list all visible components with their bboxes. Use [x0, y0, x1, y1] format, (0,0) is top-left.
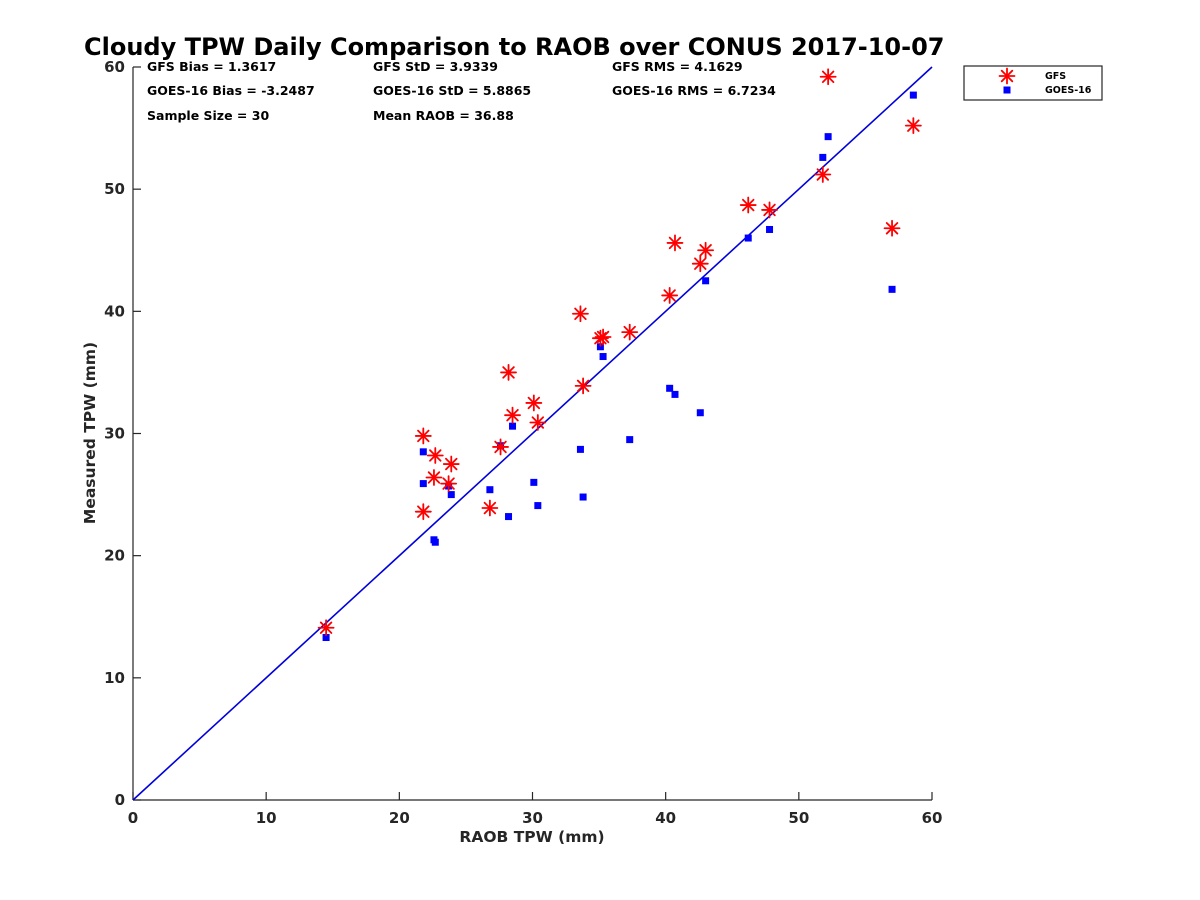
goes16-point	[702, 277, 710, 285]
gfs-point	[504, 406, 521, 424]
x-axis-label: RAOB TPW (mm)	[459, 828, 604, 846]
y-tick-label: 20	[104, 547, 125, 565]
legend-label-gfs: GFS	[1045, 71, 1066, 82]
gfs-point	[761, 201, 778, 219]
gfs-point	[425, 469, 443, 486]
stat-goes-bias: GOES-16 Bias = -3.2487	[147, 83, 315, 98]
gfs-point	[481, 499, 499, 517]
goes16-point	[766, 225, 774, 233]
goes16-point	[534, 502, 542, 510]
gfs-point	[574, 377, 592, 395]
goes16-point	[419, 480, 427, 488]
y-ticks: 0 10 20 30 40 50 60	[104, 58, 141, 809]
stat-gfs-std: GFS StD = 3.9339	[373, 59, 498, 74]
gfs-point	[621, 323, 639, 341]
x-tick-label: 20	[389, 809, 410, 827]
gfs-point	[492, 438, 509, 456]
chart-title: Cloudy TPW Daily Comparison to RAOB over…	[84, 33, 944, 61]
stat-goes-rms: GOES-16 RMS = 6.7234	[612, 83, 776, 98]
gfs-point	[525, 394, 543, 412]
gfs-point	[442, 455, 460, 473]
y-tick-label: 60	[104, 58, 125, 76]
goes16-point	[596, 343, 604, 351]
goes16-point	[888, 285, 896, 293]
y-tick-label: 40	[104, 302, 125, 320]
x-tick-label: 30	[522, 809, 543, 827]
gfs-point	[666, 234, 684, 252]
x-ticks: 0 10 20 30 40 50 60	[128, 792, 943, 827]
stat-sample-size: Sample Size = 30	[147, 108, 269, 123]
y-tick-label: 10	[104, 669, 125, 687]
goes16-point	[322, 634, 330, 642]
legend-gfs-asterisk	[998, 67, 1016, 85]
gfs-point	[697, 241, 715, 259]
gfs-point	[883, 219, 901, 237]
gfs-point	[500, 364, 517, 381]
goes16-point	[626, 436, 634, 444]
one-to-one-line	[132, 66, 933, 801]
goes16-point	[671, 390, 679, 398]
goes16-point	[447, 491, 455, 499]
gfs-point	[661, 287, 679, 304]
goes16-point	[744, 234, 752, 242]
goes16-point	[579, 493, 587, 501]
gfs-point	[814, 166, 832, 183]
gfs-point	[592, 329, 609, 347]
legend-label-goes16: GOES-16	[1045, 85, 1092, 96]
gfs-point	[529, 414, 547, 431]
statistics-block: GFS Bias = 1.3617 GFS StD = 3.9339 GFS R…	[147, 59, 776, 123]
legend-goes16-square-icon	[1003, 86, 1011, 94]
x-tick-label: 40	[655, 809, 676, 827]
goes16-point	[599, 353, 607, 361]
goes16-point	[819, 153, 827, 161]
gfs-point	[819, 68, 837, 86]
stat-goes-std: GOES-16 StD = 5.8865	[373, 83, 531, 98]
gfs-point	[426, 447, 444, 464]
goes16-point	[576, 445, 584, 453]
legend-goes16-square	[1003, 86, 1011, 94]
goes16-point	[824, 133, 832, 141]
goes16-point	[666, 384, 674, 392]
y-tick-label: 30	[104, 425, 125, 443]
stat-gfs-rms: GFS RMS = 4.1629	[612, 59, 743, 74]
gfs-point	[739, 196, 757, 214]
goes16-point	[505, 513, 513, 521]
goes16-point	[509, 422, 517, 430]
stat-mean-raob: Mean RAOB = 36.88	[373, 108, 514, 123]
gfs-point	[317, 619, 335, 637]
y-tick-label: 0	[115, 791, 125, 809]
x-tick-label: 60	[922, 809, 943, 827]
goes16-point	[530, 478, 538, 486]
gfs-point	[572, 305, 589, 323]
gfs-point	[594, 328, 612, 346]
legend-gfs-asterisk-icon	[998, 67, 1016, 85]
x-tick-label: 10	[256, 809, 277, 827]
legend-box	[963, 65, 1103, 101]
gfs-point	[414, 503, 432, 521]
y-tick-label: 50	[104, 180, 125, 198]
x-tick-label: 50	[788, 809, 809, 827]
goes16-point	[419, 448, 427, 456]
stat-gfs-bias: GFS Bias = 1.3617	[147, 59, 276, 74]
gfs-point	[691, 255, 709, 273]
gfs-point	[904, 117, 922, 135]
y-axis-label: Measured TPW (mm)	[81, 342, 99, 524]
goes16-point	[696, 409, 704, 417]
legend: GFS GOES-16	[963, 65, 1103, 101]
gfs-point	[440, 475, 458, 492]
goes16-point	[909, 91, 917, 99]
goes16-point	[431, 538, 439, 546]
gfs-point	[414, 427, 432, 445]
x-tick-label: 0	[128, 809, 138, 827]
goes16-point	[486, 486, 494, 494]
data-markers	[317, 68, 922, 642]
